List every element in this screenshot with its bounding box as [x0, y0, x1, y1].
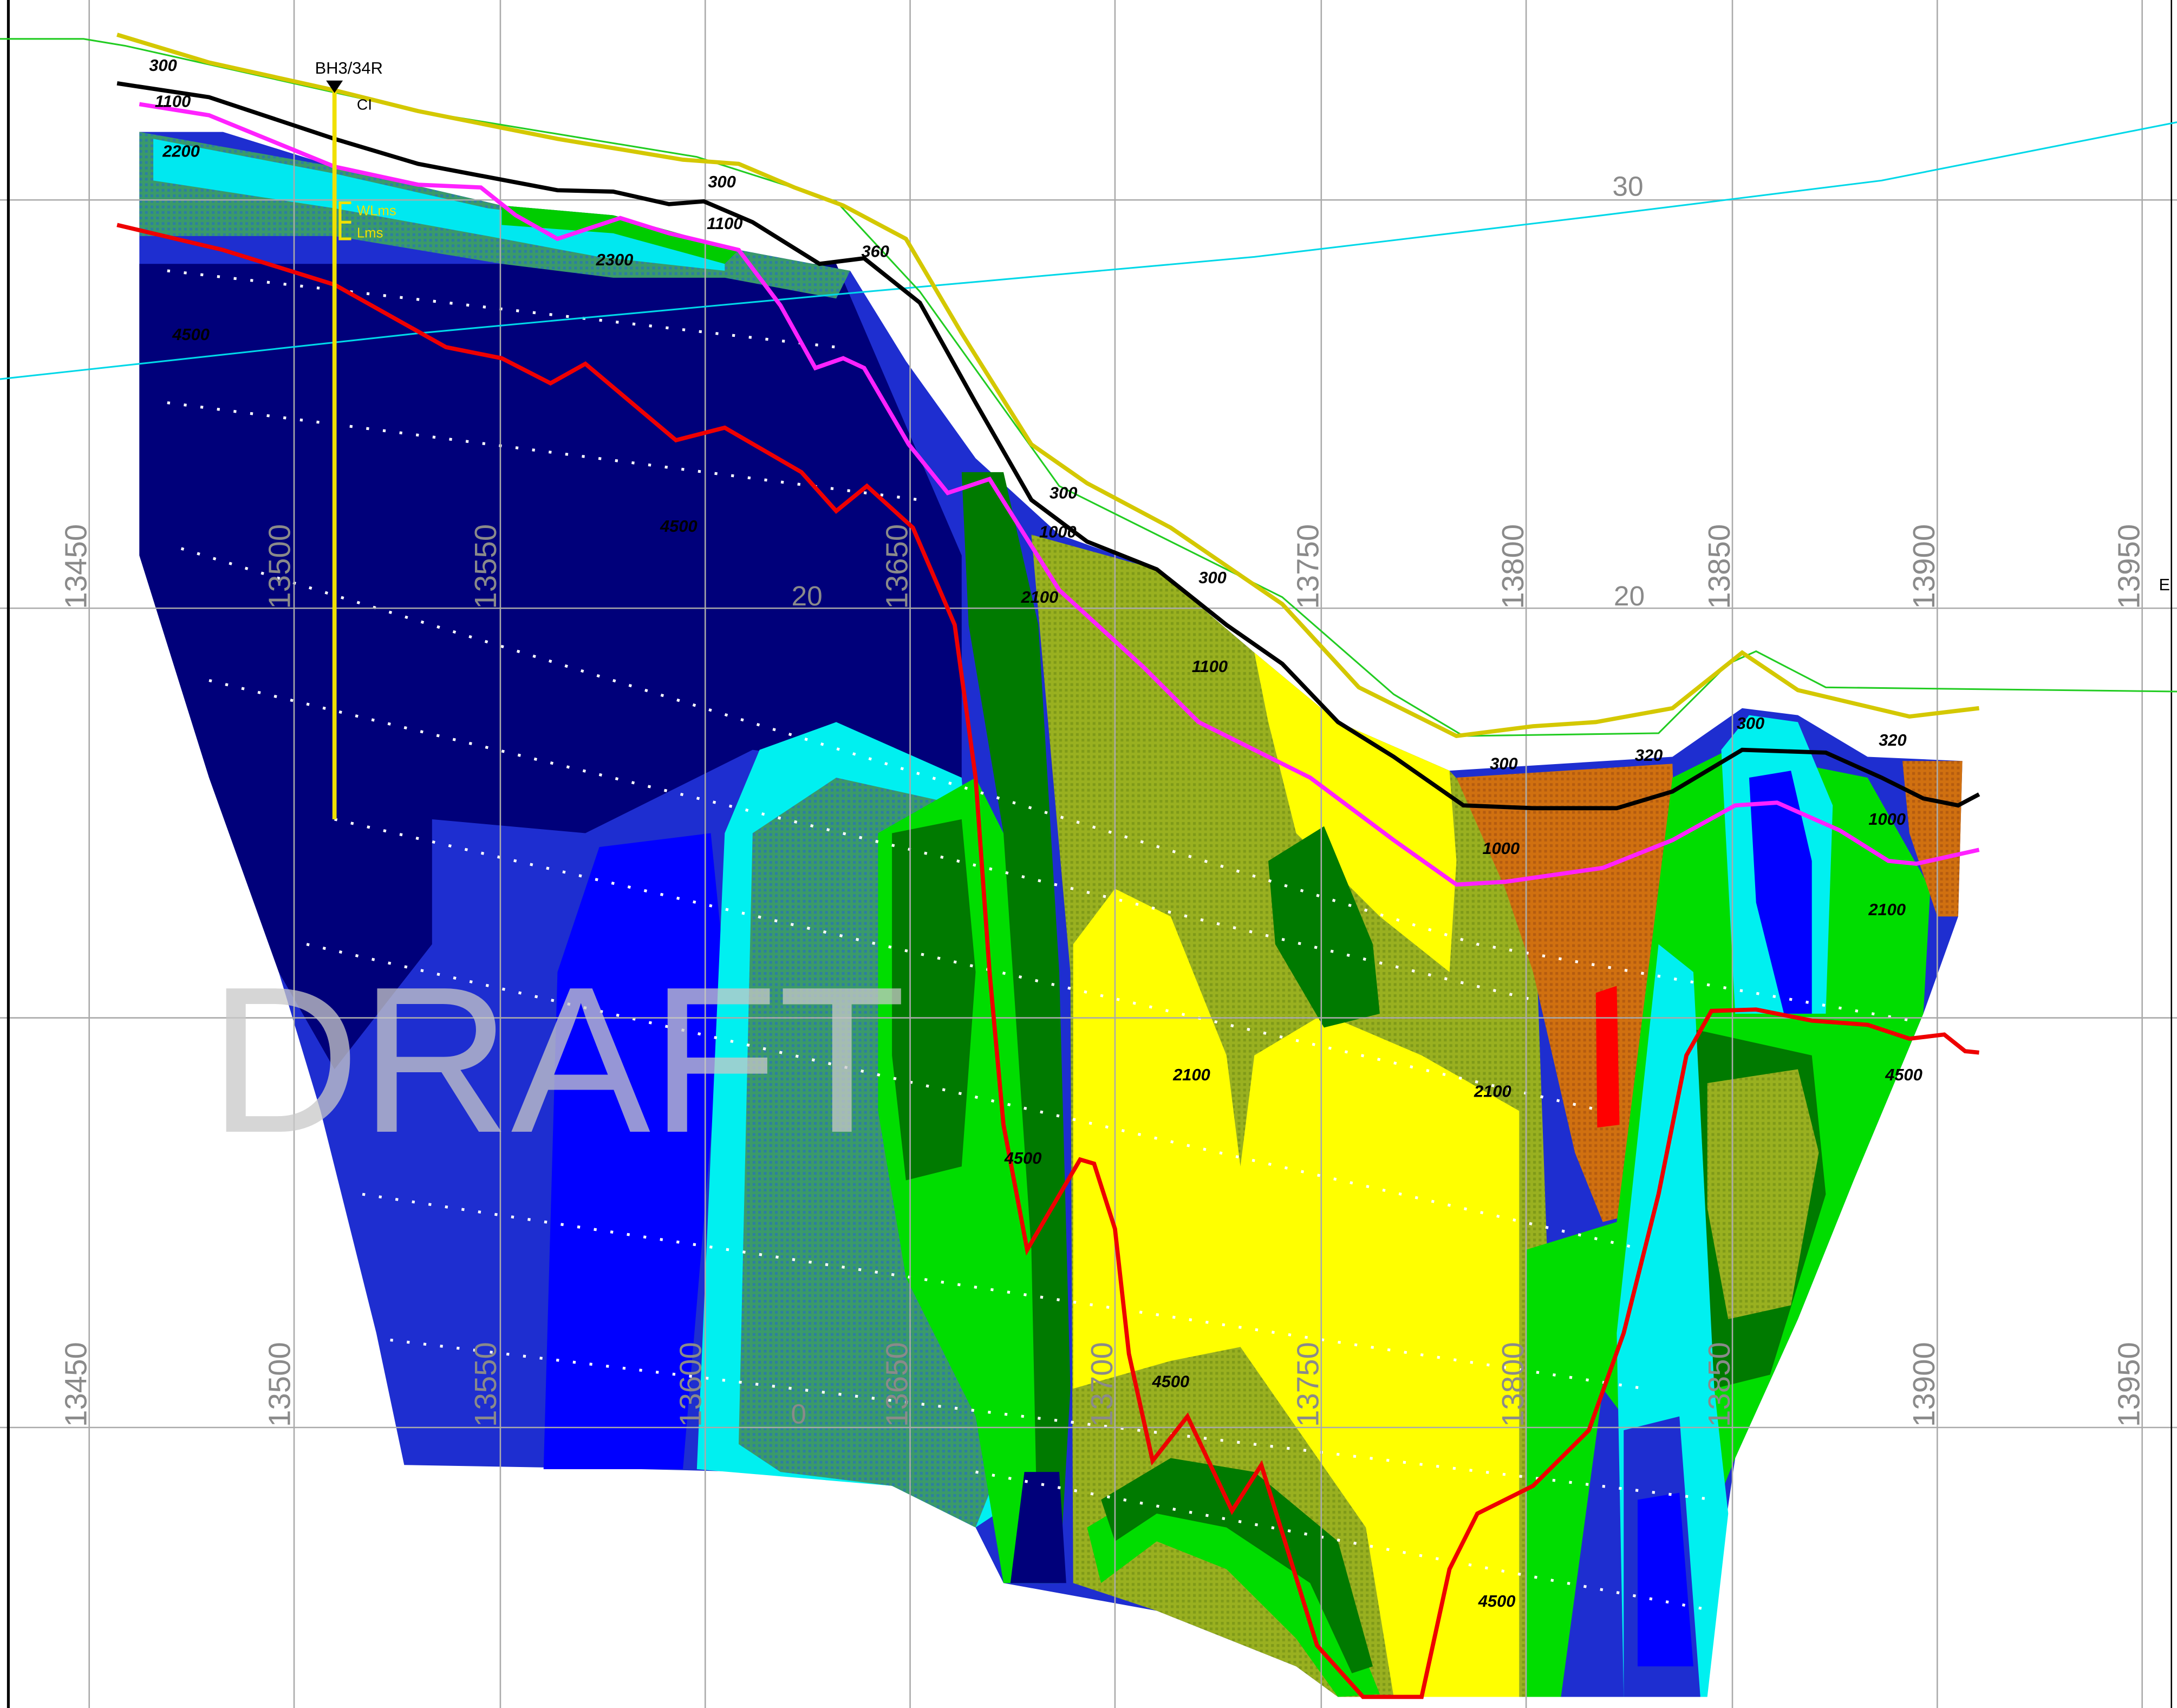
velocity-label: 2100 [1868, 900, 1906, 919]
chainage-label: 13750 [1291, 1342, 1325, 1427]
cyan-band [153, 139, 725, 271]
velocity-label: 300 [1737, 714, 1765, 733]
chainage-label: 13800 [1496, 524, 1530, 609]
elevation-label: 30 [1612, 171, 1643, 202]
velocity-label: 300 [1198, 568, 1227, 587]
velocity-label: 4500 [1152, 1372, 1190, 1391]
borehole-bracket [338, 201, 351, 240]
red-zone [1595, 986, 1620, 1128]
chainage-label: 13900 [1907, 1342, 1941, 1427]
elevation-label: 0 [791, 1398, 806, 1429]
black-line [116, 81, 1980, 811]
magenta-line [139, 102, 1980, 887]
green-strip [501, 205, 739, 264]
velocity-label: 2100 [1172, 1065, 1210, 1084]
red-line [116, 223, 1979, 1699]
velocity-label: 2200 [162, 142, 200, 161]
labels: 13450 13500 13550 13650 13750 13800 13850 13900… [58, 56, 2146, 1611]
navy-pocket [1010, 1472, 1066, 1583]
velocity-label: 1000 [1868, 810, 1906, 829]
yellow-zone [1073, 889, 1520, 1697]
dark-green-arc [1101, 1458, 1373, 1673]
chainage-label: 13850 [1702, 524, 1736, 609]
navy-zone [139, 264, 962, 1070]
velocity-label: 320 [1635, 746, 1663, 765]
orange-zone [1456, 764, 1680, 1222]
velocity-label: 1100 [707, 214, 742, 233]
velocity-label: 360 [861, 242, 889, 260]
borehole: BH3/34R CI WLms Lms [315, 58, 396, 819]
elevation-label: 20 [1614, 580, 1645, 611]
watermark: DRAFT [209, 943, 906, 1176]
blue-column-top [1749, 771, 1812, 1014]
chainage-label: 13800 [1496, 1342, 1530, 1427]
velocity-label: 4500 [660, 517, 698, 536]
chainage-label: 13750 [1291, 524, 1325, 609]
velocity-label: 320 [1879, 731, 1907, 749]
elevation-label: 20 [792, 580, 823, 611]
chainage-label: 13600 [673, 1342, 707, 1427]
dark-green-lens [1268, 826, 1380, 1028]
velocity-label: 4500 [172, 325, 210, 344]
velocity-label: 300 [708, 172, 736, 191]
chainage-label: 13450 [58, 1342, 93, 1427]
velocity-label: 2100 [1021, 588, 1059, 607]
orange-right [1902, 761, 1963, 917]
chainage-label: 13650 [879, 1342, 914, 1427]
chainage-label: 13900 [1907, 524, 1941, 609]
dotted-lines [167, 269, 1952, 1613]
edge-label: E [2159, 575, 2171, 594]
velocity-label: 300 [1050, 484, 1078, 503]
velocity-label: 300 [1490, 754, 1518, 773]
chainage-label: 13550 [468, 1342, 503, 1427]
blue-column [543, 833, 725, 1469]
chainage-label: 13700 [1085, 1342, 1119, 1427]
profile-lines [0, 32, 2177, 1699]
borehole-marker [326, 80, 343, 93]
velocity-label: 4500 [1478, 1592, 1516, 1611]
chainage-label: 13500 [262, 1342, 296, 1427]
yellow-line [116, 32, 1980, 739]
borehole-name: BH3/34R [315, 58, 383, 77]
dark-green-strip [961, 472, 1071, 1583]
velocity-label: 1000 [1039, 522, 1077, 541]
chainage-label: 13850 [1702, 1342, 1736, 1427]
geology [139, 132, 1963, 1697]
dotted-line [306, 943, 1645, 1251]
velocity-label: 300 [149, 56, 177, 75]
velocity-label: 2100 [1474, 1082, 1511, 1101]
dotted-line [180, 547, 1952, 1029]
velocity-label: 1000 [1482, 839, 1520, 858]
borehole-unit: WLms [357, 203, 396, 218]
velocity-label: 4500 [1004, 1149, 1042, 1168]
green-arc [1087, 1485, 1380, 1697]
borehole-unit: Lms [357, 226, 383, 241]
blue-pocket [1638, 1492, 1693, 1667]
velocity-label: 2300 [596, 250, 634, 269]
chainage-label: 13950 [2111, 1342, 2146, 1427]
chainage-label: 13450 [58, 524, 93, 609]
chainage-label: 13550 [468, 524, 503, 609]
velocity-label: 4500 [1885, 1065, 1922, 1084]
chainage-label: 13500 [262, 524, 296, 609]
velocity-label: 1100 [1192, 657, 1228, 676]
borehole-marker-label: CI [357, 96, 372, 113]
velocity-label: 1100 [155, 92, 191, 110]
chainage-label: 13650 [879, 524, 914, 609]
olive-lens [1707, 1069, 1819, 1320]
dotted-line [167, 269, 837, 349]
dark-green-lens [892, 819, 976, 1181]
chainage-label: 13950 [2111, 524, 2146, 609]
